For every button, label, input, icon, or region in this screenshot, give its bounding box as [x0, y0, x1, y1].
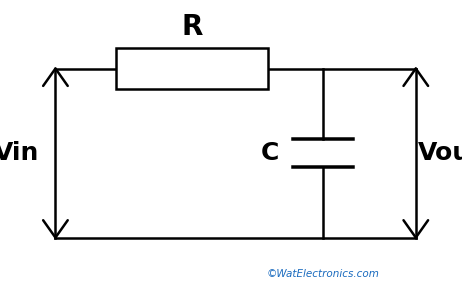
Text: C: C — [261, 141, 280, 165]
Bar — [116, 48, 268, 89]
Text: Vin: Vin — [0, 141, 39, 165]
Text: ©WatElectronics.com: ©WatElectronics.com — [267, 269, 380, 279]
Text: Vout: Vout — [418, 141, 462, 165]
Text: R: R — [181, 13, 202, 41]
